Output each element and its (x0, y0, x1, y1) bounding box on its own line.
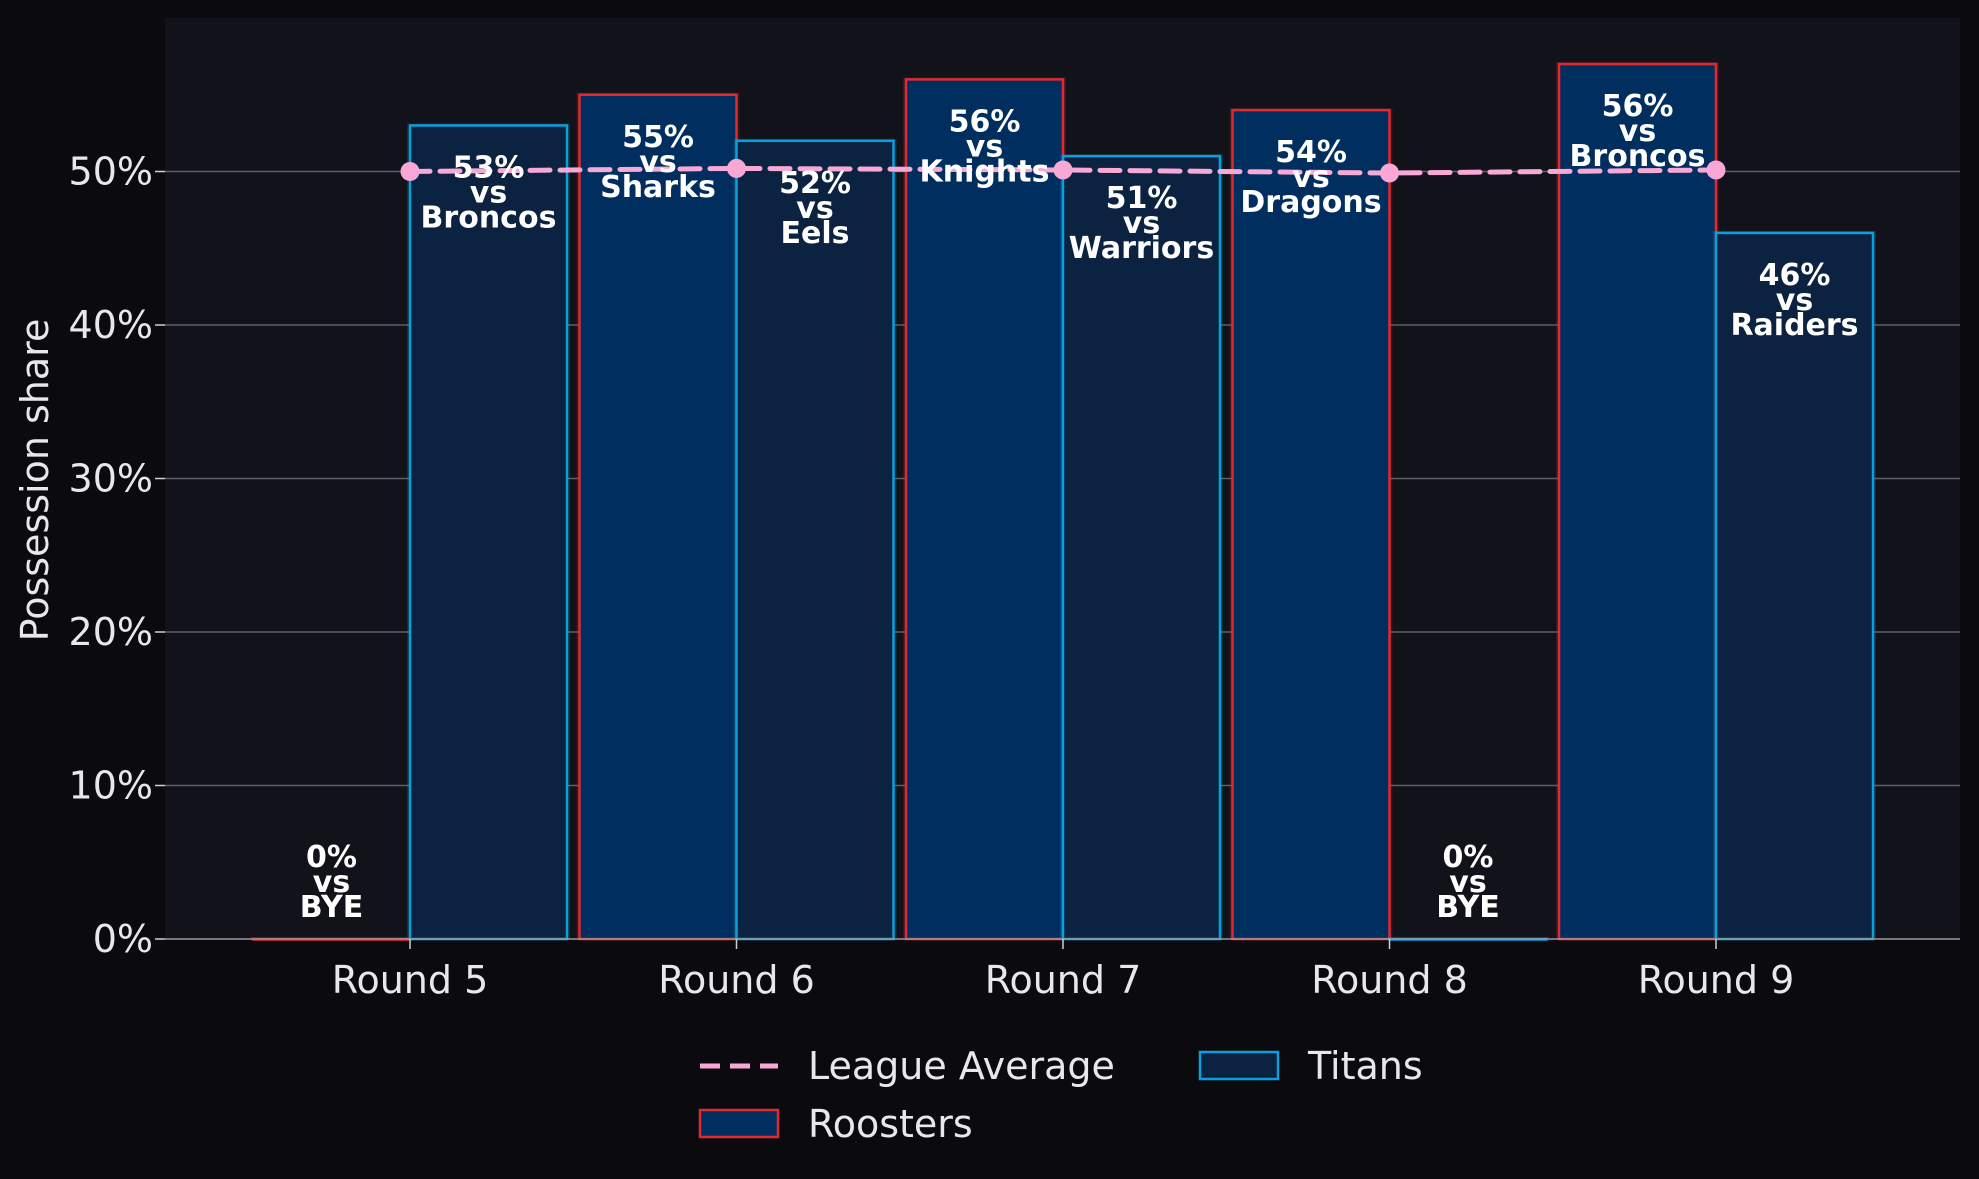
x-tick-label: Round 8 (1311, 958, 1468, 1002)
bar-roosters (1231, 108, 1391, 941)
legend[interactable]: League Average Roosters Titans (698, 1044, 1423, 1146)
y-tick-label: 10% (69, 764, 153, 808)
bar-label-roosters: 56% vs Broncos (1570, 89, 1706, 174)
league-average-line (400, 158, 1726, 183)
axes: 0% 10% 20% 30% 40% 50% Round 5 Round 6 Round 7 Ro… (69, 150, 1960, 1002)
bar-roosters (578, 93, 738, 941)
legend-titans-label: Titans (1307, 1044, 1423, 1088)
bar-label-titans: 53% vs Broncos (421, 150, 557, 235)
bar-titans (408, 124, 569, 941)
bar-labels: 0% vs BYE 55% vs Sharks 56% vs Knights 54% vs Drago… (300, 89, 1859, 925)
x-tick-label: Round 9 (1638, 958, 1795, 1002)
bar-label-titans: 51% vs Warriors (1069, 181, 1214, 266)
legend-titans-swatch (1198, 1050, 1280, 1081)
y-tick-label: 40% (69, 303, 153, 347)
legend-roosters-swatch (698, 1108, 780, 1139)
league-average-point (727, 158, 746, 178)
x-tick-label: Round 7 (985, 958, 1142, 1002)
league-average-point (1380, 163, 1399, 183)
x-tick-label: Round 5 (332, 958, 489, 1002)
legend-roosters-label: Roosters (808, 1102, 973, 1146)
bar-label-roosters: 0% vs BYE (300, 840, 363, 925)
legend-league-average-label: League Average (808, 1044, 1115, 1088)
bar-label-titans: 0% vs BYE (1436, 840, 1499, 925)
league-average-point (400, 162, 420, 181)
bar-label-roosters: 56% vs Knights (920, 104, 1050, 189)
bar-roosters (904, 78, 1065, 941)
bar-titans (1714, 231, 1875, 941)
bar-label-roosters: 54% vs Dragons (1240, 135, 1381, 220)
bar-roosters (1557, 62, 1718, 941)
league-average-point (1053, 160, 1073, 180)
bar-label-titans: 52% vs Eels (779, 166, 851, 251)
y-tick-label: 20% (69, 610, 153, 654)
y-tick-label: 30% (69, 457, 153, 501)
y-tick-label: 0% (93, 917, 153, 961)
bars (250, 62, 1876, 941)
x-tick-label: Round 6 (658, 958, 815, 1002)
bar-label-titans: 46% vs Raiders (1730, 258, 1858, 343)
league-average-path (407, 165, 1719, 176)
bar-titans (735, 139, 895, 941)
bar-label-roosters: 55% vs Sharks (600, 120, 716, 205)
bar-titans (1061, 154, 1222, 941)
y-tick-label: 50% (69, 150, 153, 194)
y-axis-label: Possession share (13, 319, 57, 642)
league-average-point (1706, 160, 1726, 180)
